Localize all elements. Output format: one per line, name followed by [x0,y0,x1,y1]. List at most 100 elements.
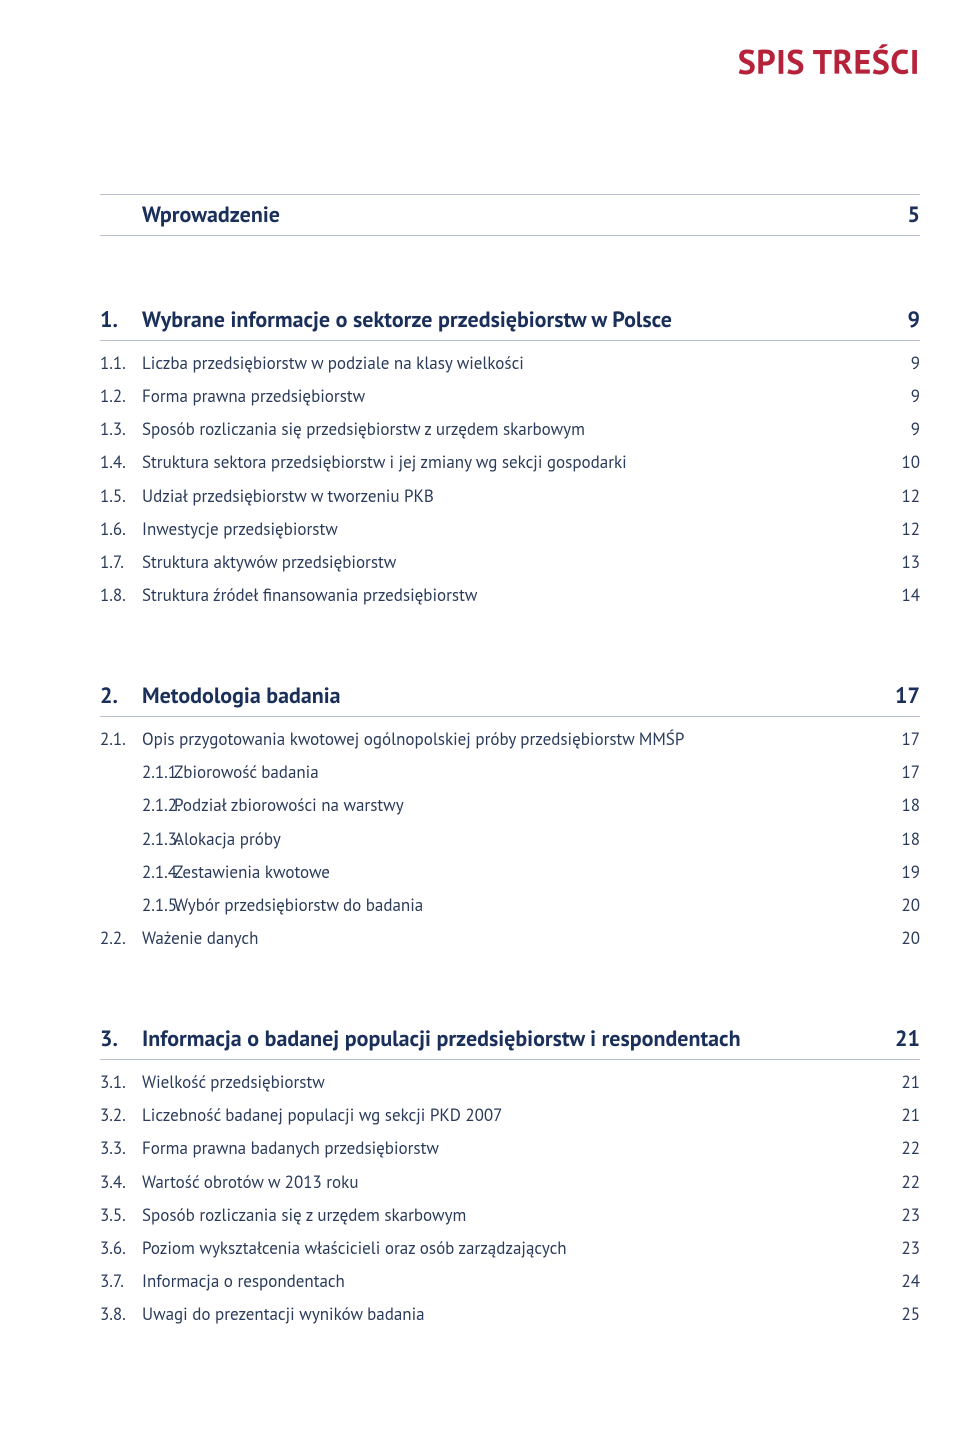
toc-item-page: 23 [870,1199,920,1232]
toc-item[interactable]: 2.2.Ważenie danych20 [100,922,920,955]
toc-item-label: Udział przedsiębiorstw w tworzeniu PKB [142,480,870,513]
toc-item[interactable]: 3.3.Forma prawna badanych przedsiębiorst… [100,1132,920,1165]
toc-item-number: 2.1. [100,723,142,756]
toc-section-heading[interactable]: 2.Metodologia badania17 [100,682,920,717]
toc-subitem-page: 19 [870,856,920,889]
toc-item-page: 14 [870,579,920,612]
toc-item-number: 1.6. [100,513,142,546]
toc-subitem-number: 2.1.1. [100,756,164,789]
toc-item[interactable]: 1.5.Udział przedsiębiorstw w tworzeniu P… [100,480,920,513]
toc-item[interactable]: 1.4.Struktura sektora przedsiębiorstw i … [100,446,920,479]
toc-section: 3.Informacja o badanej populacji przedsi… [100,1025,920,1331]
toc-item-page: 17 [870,723,920,756]
toc-section-number: 2. [100,682,142,710]
toc-subitem[interactable]: 2.1.3.Alokacja próby18 [100,823,920,856]
toc-item-page: 21 [870,1099,920,1132]
toc-item-number: 3.4. [100,1166,142,1199]
toc-item-label: Poziom wykształcenia właścicieli oraz os… [142,1232,870,1265]
toc-item-number: 3.1. [100,1066,142,1099]
toc-section-label: Wybrane informacje o sektorze przedsiębi… [142,306,870,334]
toc-section-number: 1. [100,306,142,334]
toc-item-label: Wartość obrotów w 2013 roku [142,1166,870,1199]
toc-section-label: Informacja o badanej populacji przedsięb… [142,1025,870,1053]
toc-item-label: Ważenie danych [142,922,870,955]
toc-subitem-label: Podział zbiorowości na warstwy [164,789,870,822]
toc-section-page: 21 [870,1025,920,1053]
toc-item-label: Wielkość przedsiębiorstw [142,1066,870,1099]
toc-item-number: 1.3. [100,413,142,446]
toc-subitem-label: Alokacja próby [164,823,870,856]
toc-item-label: Struktura sektora przedsiębiorstw i jej … [142,446,870,479]
toc-section-page: 9 [870,306,920,334]
toc-subitem-page: 18 [870,789,920,822]
toc-item-number: 3.2. [100,1099,142,1132]
toc-item[interactable]: 3.7.Informacja o respondentach24 [100,1265,920,1298]
toc-subitem-label: Zestawienia kwotowe [164,856,870,889]
toc-item-label: Sposób rozliczania się z urzędem skarbow… [142,1199,870,1232]
toc-item-page: 24 [870,1265,920,1298]
toc-item-number: 1.1. [100,347,142,380]
toc-item[interactable]: 3.6.Poziom wykształcenia właścicieli ora… [100,1232,920,1265]
toc-item-page: 9 [870,347,920,380]
toc-section-number: 3. [100,1025,142,1053]
toc-item-label: Informacja o respondentach [142,1265,870,1298]
toc-item-page: 22 [870,1132,920,1165]
toc-item[interactable]: 1.7.Struktura aktywów przedsiębiorstw13 [100,546,920,579]
toc-item-number: 1.7. [100,546,142,579]
toc-subitem-number: 2.1.2. [100,789,164,822]
toc-item-label: Liczba przedsiębiorstw w podziale na kla… [142,347,870,380]
toc-item[interactable]: 3.1.Wielkość przedsiębiorstw21 [100,1066,920,1099]
toc-item-label: Forma prawna badanych przedsiębiorstw [142,1132,870,1165]
toc-item-number: 1.8. [100,579,142,612]
toc-section-heading[interactable]: Wprowadzenie5 [100,194,920,236]
toc-item-page: 9 [870,380,920,413]
toc-item-number: 1.4. [100,446,142,479]
toc-item[interactable]: 1.1.Liczba przedsiębiorstw w podziale na… [100,347,920,380]
table-of-contents: Wprowadzenie5 1.Wybrane informacje o sekt… [100,194,920,1331]
toc-item[interactable]: 3.8.Uwagi do prezentacji wyników badania… [100,1298,920,1331]
toc-item-label: Liczebność badanej populacji wg sekcji P… [142,1099,870,1132]
toc-subitem[interactable]: 2.1.2.Podział zbiorowości na warstwy18 [100,789,920,822]
toc-item-page: 22 [870,1166,920,1199]
toc-item-page: 10 [870,446,920,479]
toc-item-number: 3.7. [100,1265,142,1298]
toc-section-page: 5 [870,201,920,229]
toc-item-page: 12 [870,480,920,513]
toc-item[interactable]: 3.2.Liczebność badanej populacji wg sekc… [100,1099,920,1132]
toc-subitem-page: 20 [870,889,920,922]
toc-item-page: 23 [870,1232,920,1265]
toc-item-page: 20 [870,922,920,955]
toc-item-page: 25 [870,1298,920,1331]
toc-item[interactable]: 1.6.Inwestycje przedsiębiorstw12 [100,513,920,546]
toc-item-page: 13 [870,546,920,579]
toc-subitem-page: 18 [870,823,920,856]
toc-subitem-number: 2.1.3. [100,823,164,856]
toc-section-label: Wprowadzenie [142,201,870,229]
toc-section: 2.Metodologia badania17 2.1.Opis przygoto… [100,682,920,955]
toc-section: Wprowadzenie5 [100,194,920,236]
toc-section-page: 17 [870,682,920,710]
toc-item-number: 2.2. [100,922,142,955]
toc-subitem[interactable]: 2.1.5.Wybór przedsiębiorstw do badania20 [100,889,920,922]
toc-item-number: 3.3. [100,1132,142,1165]
toc-section-heading[interactable]: 1.Wybrane informacje o sektorze przedsię… [100,306,920,341]
toc-subitem-number: 2.1.5. [100,889,164,922]
toc-subitem-number: 2.1.4. [100,856,164,889]
toc-item-page: 9 [870,413,920,446]
toc-item[interactable]: 1.3.Sposób rozliczania się przedsiębiors… [100,413,920,446]
toc-item[interactable]: 3.5.Sposób rozliczania się z urzędem ska… [100,1199,920,1232]
toc-item[interactable]: 1.8.Struktura źródeł finansowania przeds… [100,579,920,612]
toc-subitem[interactable]: 2.1.4.Zestawienia kwotowe19 [100,856,920,889]
toc-item-page: 12 [870,513,920,546]
toc-subitem[interactable]: 2.1.1.Zbiorowość badania17 [100,756,920,789]
toc-item-label: Sposób rozliczania się przedsiębiorstw z… [142,413,870,446]
toc-section-heading[interactable]: 3.Informacja o badanej populacji przedsi… [100,1025,920,1060]
toc-subitem-label: Zbiorowość badania [164,756,870,789]
toc-item[interactable]: 2.1.Opis przygotowania kwotowej ogólnopo… [100,723,920,756]
toc-item-label: Uwagi do prezentacji wyników badania [142,1298,870,1331]
toc-item-number: 3.8. [100,1298,142,1331]
toc-item[interactable]: 3.4.Wartość obrotów w 2013 roku22 [100,1166,920,1199]
toc-subitem-label: Wybór przedsiębiorstw do badania [164,889,870,922]
toc-item-label: Struktura źródeł finansowania przedsiębi… [142,579,870,612]
toc-item[interactable]: 1.2.Forma prawna przedsiębiorstw9 [100,380,920,413]
